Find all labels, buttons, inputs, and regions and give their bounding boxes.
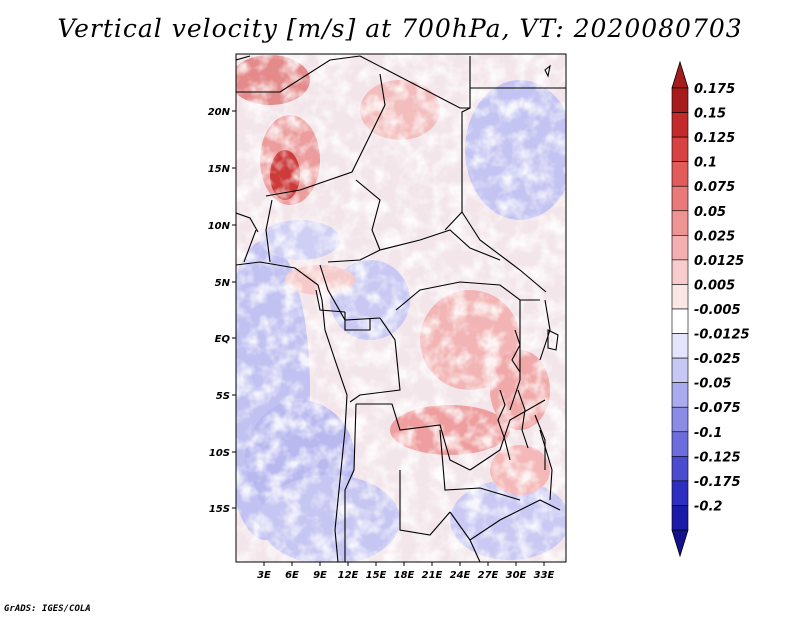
colorbar-label: -0.1 xyxy=(694,426,722,441)
lon-label-6e: 6E xyxy=(285,570,299,581)
credit-text: GrADS: IGES/COLA xyxy=(4,604,91,614)
plot-title: Vertical velocity [m/s] at 700hPa, VT: 2… xyxy=(57,14,743,43)
lat-label-15s: 15S xyxy=(209,504,230,515)
colorbar-swatch xyxy=(671,456,689,482)
lat-label-15n: 15N xyxy=(208,164,231,175)
colorbar-swatch xyxy=(671,136,689,162)
colorbar-swatch xyxy=(671,357,689,383)
colorbar-label: 0.025 xyxy=(694,229,735,244)
colorbar-swatch xyxy=(671,284,689,310)
map-frame xyxy=(235,53,567,563)
colorbar-swatch xyxy=(671,480,689,506)
colorbar-label: 0.075 xyxy=(694,180,735,195)
lon-label-15e: 15E xyxy=(366,570,387,581)
lon-label-27e: 27E xyxy=(478,570,499,581)
colorbar-top-arrow xyxy=(671,60,689,89)
colorbar-label: 0.0125 xyxy=(694,254,744,269)
longitude-axis: 3E 6E 9E 12E 15E 18E 21E 24E 27E 30E 33E xyxy=(257,562,555,581)
lon-label-33e: 33E xyxy=(534,570,555,581)
colorbar: 0.175 0.15 0.125 0.1 0.075 0.05 0.025 0.0125 0.0… xyxy=(671,60,750,558)
colorbar-swatch xyxy=(671,308,689,334)
colorbar-swatch xyxy=(671,505,689,531)
lat-label-10s: 10S xyxy=(209,448,230,459)
colorbar-label: -0.05 xyxy=(694,377,731,392)
colorbar-swatch xyxy=(671,259,689,285)
lat-label-5n: 5N xyxy=(215,278,231,289)
colorbar-swatch xyxy=(671,333,689,359)
lon-label-18e: 18E xyxy=(394,570,415,581)
lon-label-3e: 3E xyxy=(257,570,271,581)
lat-label-10n: 10N xyxy=(208,221,231,232)
colorbar-label: 0.005 xyxy=(694,278,735,293)
colorbar-swatch xyxy=(671,161,689,187)
colorbar-label: -0.175 xyxy=(694,475,741,490)
colorbar-labels: 0.175 0.15 0.125 0.1 0.075 0.05 0.025 0.0125 0.0… xyxy=(694,82,750,514)
colorbar-swatch xyxy=(671,431,689,457)
lon-label-30e: 30E xyxy=(506,570,527,581)
colorbar-label: 0.175 xyxy=(694,82,735,97)
country-borders xyxy=(236,55,566,562)
lon-label-21e: 21E xyxy=(422,570,443,581)
colorbar-swatch xyxy=(671,87,689,113)
colorbar-swatch xyxy=(671,235,689,261)
lon-label-24e: 24E xyxy=(450,570,471,581)
colorbar-label: 0.05 xyxy=(694,205,726,220)
map-panel xyxy=(236,54,566,562)
colorbar-label: -0.0125 xyxy=(694,328,750,343)
lat-label-5s: 5S xyxy=(216,391,230,402)
colorbar-label: -0.075 xyxy=(694,401,741,416)
lat-label-eq: EQ xyxy=(215,334,231,345)
lat-label-20n: 20N xyxy=(208,107,231,118)
colorbar-label: -0.025 xyxy=(694,352,741,367)
colorbar-label: 0.125 xyxy=(694,131,735,146)
colorbar-label: -0.005 xyxy=(694,303,741,318)
colorbar-label: -0.2 xyxy=(694,499,722,514)
colorbar-swatch xyxy=(671,406,689,433)
lon-label-12e: 12E xyxy=(338,570,359,581)
colorbar-swatch xyxy=(671,185,689,212)
colorbar-swatches xyxy=(671,87,689,531)
colorbar-label: 0.1 xyxy=(694,156,717,171)
colorbar-label: 0.15 xyxy=(694,107,726,122)
colorbar-label: -0.125 xyxy=(694,450,741,465)
colorbar-swatch xyxy=(671,382,689,408)
latitude-axis: 20N 15N 10N 5N EQ 5S 10S 15S xyxy=(208,107,236,515)
colorbar-bottom-arrow xyxy=(671,529,689,558)
colorbar-swatch xyxy=(671,112,689,138)
coastlines xyxy=(236,64,559,562)
lon-label-9e: 9E xyxy=(313,570,327,581)
colorbar-swatch xyxy=(671,210,689,236)
